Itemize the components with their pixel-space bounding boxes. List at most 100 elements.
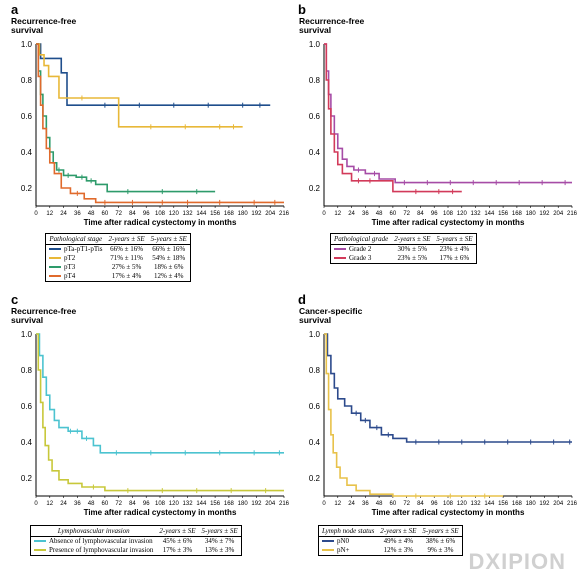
x-tick-label: 48: [376, 211, 383, 217]
x-tick-label: 216: [567, 501, 578, 507]
x-tick-label: 120: [457, 501, 468, 507]
x-axis-label: Time after radical cystectomy in months: [83, 218, 237, 227]
y-tick-label: 0.2: [21, 184, 33, 193]
plot-svg: 1.0 0.8 0.6 0.4 0.2 0 12 24 36 48 60 72 84 96 108 120 13…: [309, 40, 578, 217]
x-tick-label: 84: [129, 211, 136, 217]
legend-table: Lymphovascular invasion 2-years ± SE 5-yea…: [30, 525, 242, 556]
y-tick-label: 0.6: [21, 402, 33, 411]
x-tick-label: 108: [155, 211, 166, 217]
legend-swatch: [34, 549, 46, 552]
series-line-Grade 2: [324, 43, 572, 184]
legend-swatch: [334, 257, 346, 260]
y-tick-label: 0.6: [309, 112, 321, 121]
legend-two-year: 27% ± 5%: [111, 263, 142, 271]
legend-row: pT3 27% ± 5% 18% ± 6%: [46, 263, 190, 272]
x-tick-label: 144: [196, 501, 207, 507]
legend-header: 5-years ± SE: [147, 234, 190, 245]
legend-header: 5-years ± SE: [419, 526, 462, 537]
legend-two-year: 66% ± 16%: [110, 245, 144, 253]
series-line-pT3: [36, 43, 216, 193]
x-tick-label: 108: [155, 501, 166, 507]
x-tick-label: 48: [88, 211, 95, 217]
legend-header: 2-years ± SE: [105, 234, 148, 245]
x-tick-label: 84: [417, 211, 424, 217]
legend-series-name: pT3: [64, 263, 76, 271]
x-tick-label: 180: [238, 211, 249, 217]
legend-swatch: [49, 266, 61, 269]
y-axis-label: Recurrence-free survival: [11, 306, 77, 325]
legend-swatch: [49, 275, 61, 278]
legend-header: 5-years ± SE: [433, 234, 476, 245]
x-tick-label: 60: [390, 501, 397, 507]
legend-row: Grade 3 23% ± 5% 17% ± 6%: [331, 254, 476, 263]
x-tick-label: 132: [471, 501, 482, 507]
plot-svg: 1.0 0.8 0.6 0.4 0.2 0 12 24 36 48 60 72 84 96 108 120 13…: [21, 330, 290, 507]
legend-five-year: 12% ± 4%: [153, 272, 184, 280]
y-tick-label: 0.4: [309, 148, 321, 157]
x-tick-label: 168: [512, 211, 523, 217]
x-tick-label: 72: [403, 211, 410, 217]
legend-two-year: 23% ± 5%: [397, 254, 428, 262]
y-tick-label: 0.2: [21, 474, 33, 483]
legend-header: 5-years ± SE: [198, 526, 241, 537]
y-tick-label: 0.4: [21, 148, 33, 157]
series-line-Absence of lymphovascular invasion: [36, 333, 284, 454]
legend-two-year: 17% ± 4%: [111, 272, 142, 280]
legend-row: Grade 2 30% ± 5% 23% ± 4%: [331, 245, 476, 255]
legend-row: pTa-pT1-pTis 66% ± 16% 66% ± 16%: [46, 245, 190, 255]
legend-swatch: [334, 248, 346, 251]
x-tick-label: 36: [362, 211, 369, 217]
legend-five-year: 18% ± 6%: [153, 263, 184, 271]
x-tick-label: 60: [102, 501, 109, 507]
legend-header: Pathological grade: [331, 234, 392, 245]
y-tick-label: 0.8: [309, 366, 321, 375]
panel-letter: c: [11, 292, 19, 307]
y-tick-label: 1.0: [309, 330, 321, 339]
x-tick-label: 12: [334, 211, 341, 217]
x-axis-label: Time after radical cystectomy in months: [371, 508, 525, 517]
x-tick-label: 0: [34, 501, 38, 507]
y-axis-label: Cancer-specific survival: [299, 306, 363, 325]
x-tick-label: 132: [183, 501, 194, 507]
x-tick-label: 216: [279, 211, 290, 217]
y-tick-label: 0.6: [21, 112, 33, 121]
x-tick-label: 12: [46, 501, 53, 507]
legend-row: pN+ 12% ± 3% 9% ± 3%: [319, 546, 462, 555]
x-axis-label: Time after radical cystectomy in months: [371, 218, 525, 227]
chart-panel-d: d Cancer-specific survival 1.0 0.8 0.6 0.4 0.2…: [296, 292, 578, 577]
x-tick-label: 204: [553, 211, 564, 217]
series-line-pTa-pT1-pTis: [36, 43, 271, 106]
plot-svg: 1.0 0.8 0.6 0.4 0.2 0 12 24 36 48 60 72 84 96 108 120 13…: [309, 330, 578, 507]
legend-five-year: 23% ± 4%: [439, 245, 470, 253]
x-tick-label: 180: [526, 211, 537, 217]
x-tick-label: 48: [376, 501, 383, 507]
legend-row: Absence of lymphovascular invasion 45% ± …: [31, 537, 241, 547]
x-tick-label: 60: [390, 211, 397, 217]
series-line-pN0: [324, 333, 572, 443]
y-axis-label: Recurrence-free survival: [11, 16, 77, 35]
x-tick-label: 24: [60, 211, 67, 217]
x-tick-label: 24: [348, 211, 355, 217]
legend-table: Pathological stage 2-years ± SE 5-years ± …: [45, 233, 191, 282]
x-tick-label: 72: [115, 501, 122, 507]
x-tick-label: 60: [102, 211, 109, 217]
x-tick-label: 24: [348, 501, 355, 507]
legend-row: pN0 49% ± 4% 38% ± 6%: [319, 537, 462, 547]
x-tick-label: 0: [322, 211, 326, 217]
x-tick-label: 156: [210, 501, 221, 507]
x-tick-label: 24: [60, 501, 67, 507]
panel-letter: b: [298, 2, 306, 17]
y-axis-label: Recurrence-free survival: [299, 16, 365, 35]
x-tick-label: 156: [498, 501, 509, 507]
y-tick-label: 0.8: [21, 76, 33, 85]
x-tick-label: 144: [196, 211, 207, 217]
legend-five-year: 17% ± 6%: [439, 254, 470, 262]
y-tick-label: 0.8: [309, 76, 321, 85]
y-tick-label: 1.0: [21, 330, 33, 339]
legend-swatch: [322, 549, 334, 552]
x-tick-label: 0: [322, 501, 326, 507]
legend-series-name: pT2: [64, 254, 76, 262]
x-tick-label: 36: [74, 501, 81, 507]
legend-five-year: 38% ± 6%: [425, 537, 456, 545]
legend-five-year: 54% ± 18%: [152, 254, 186, 262]
